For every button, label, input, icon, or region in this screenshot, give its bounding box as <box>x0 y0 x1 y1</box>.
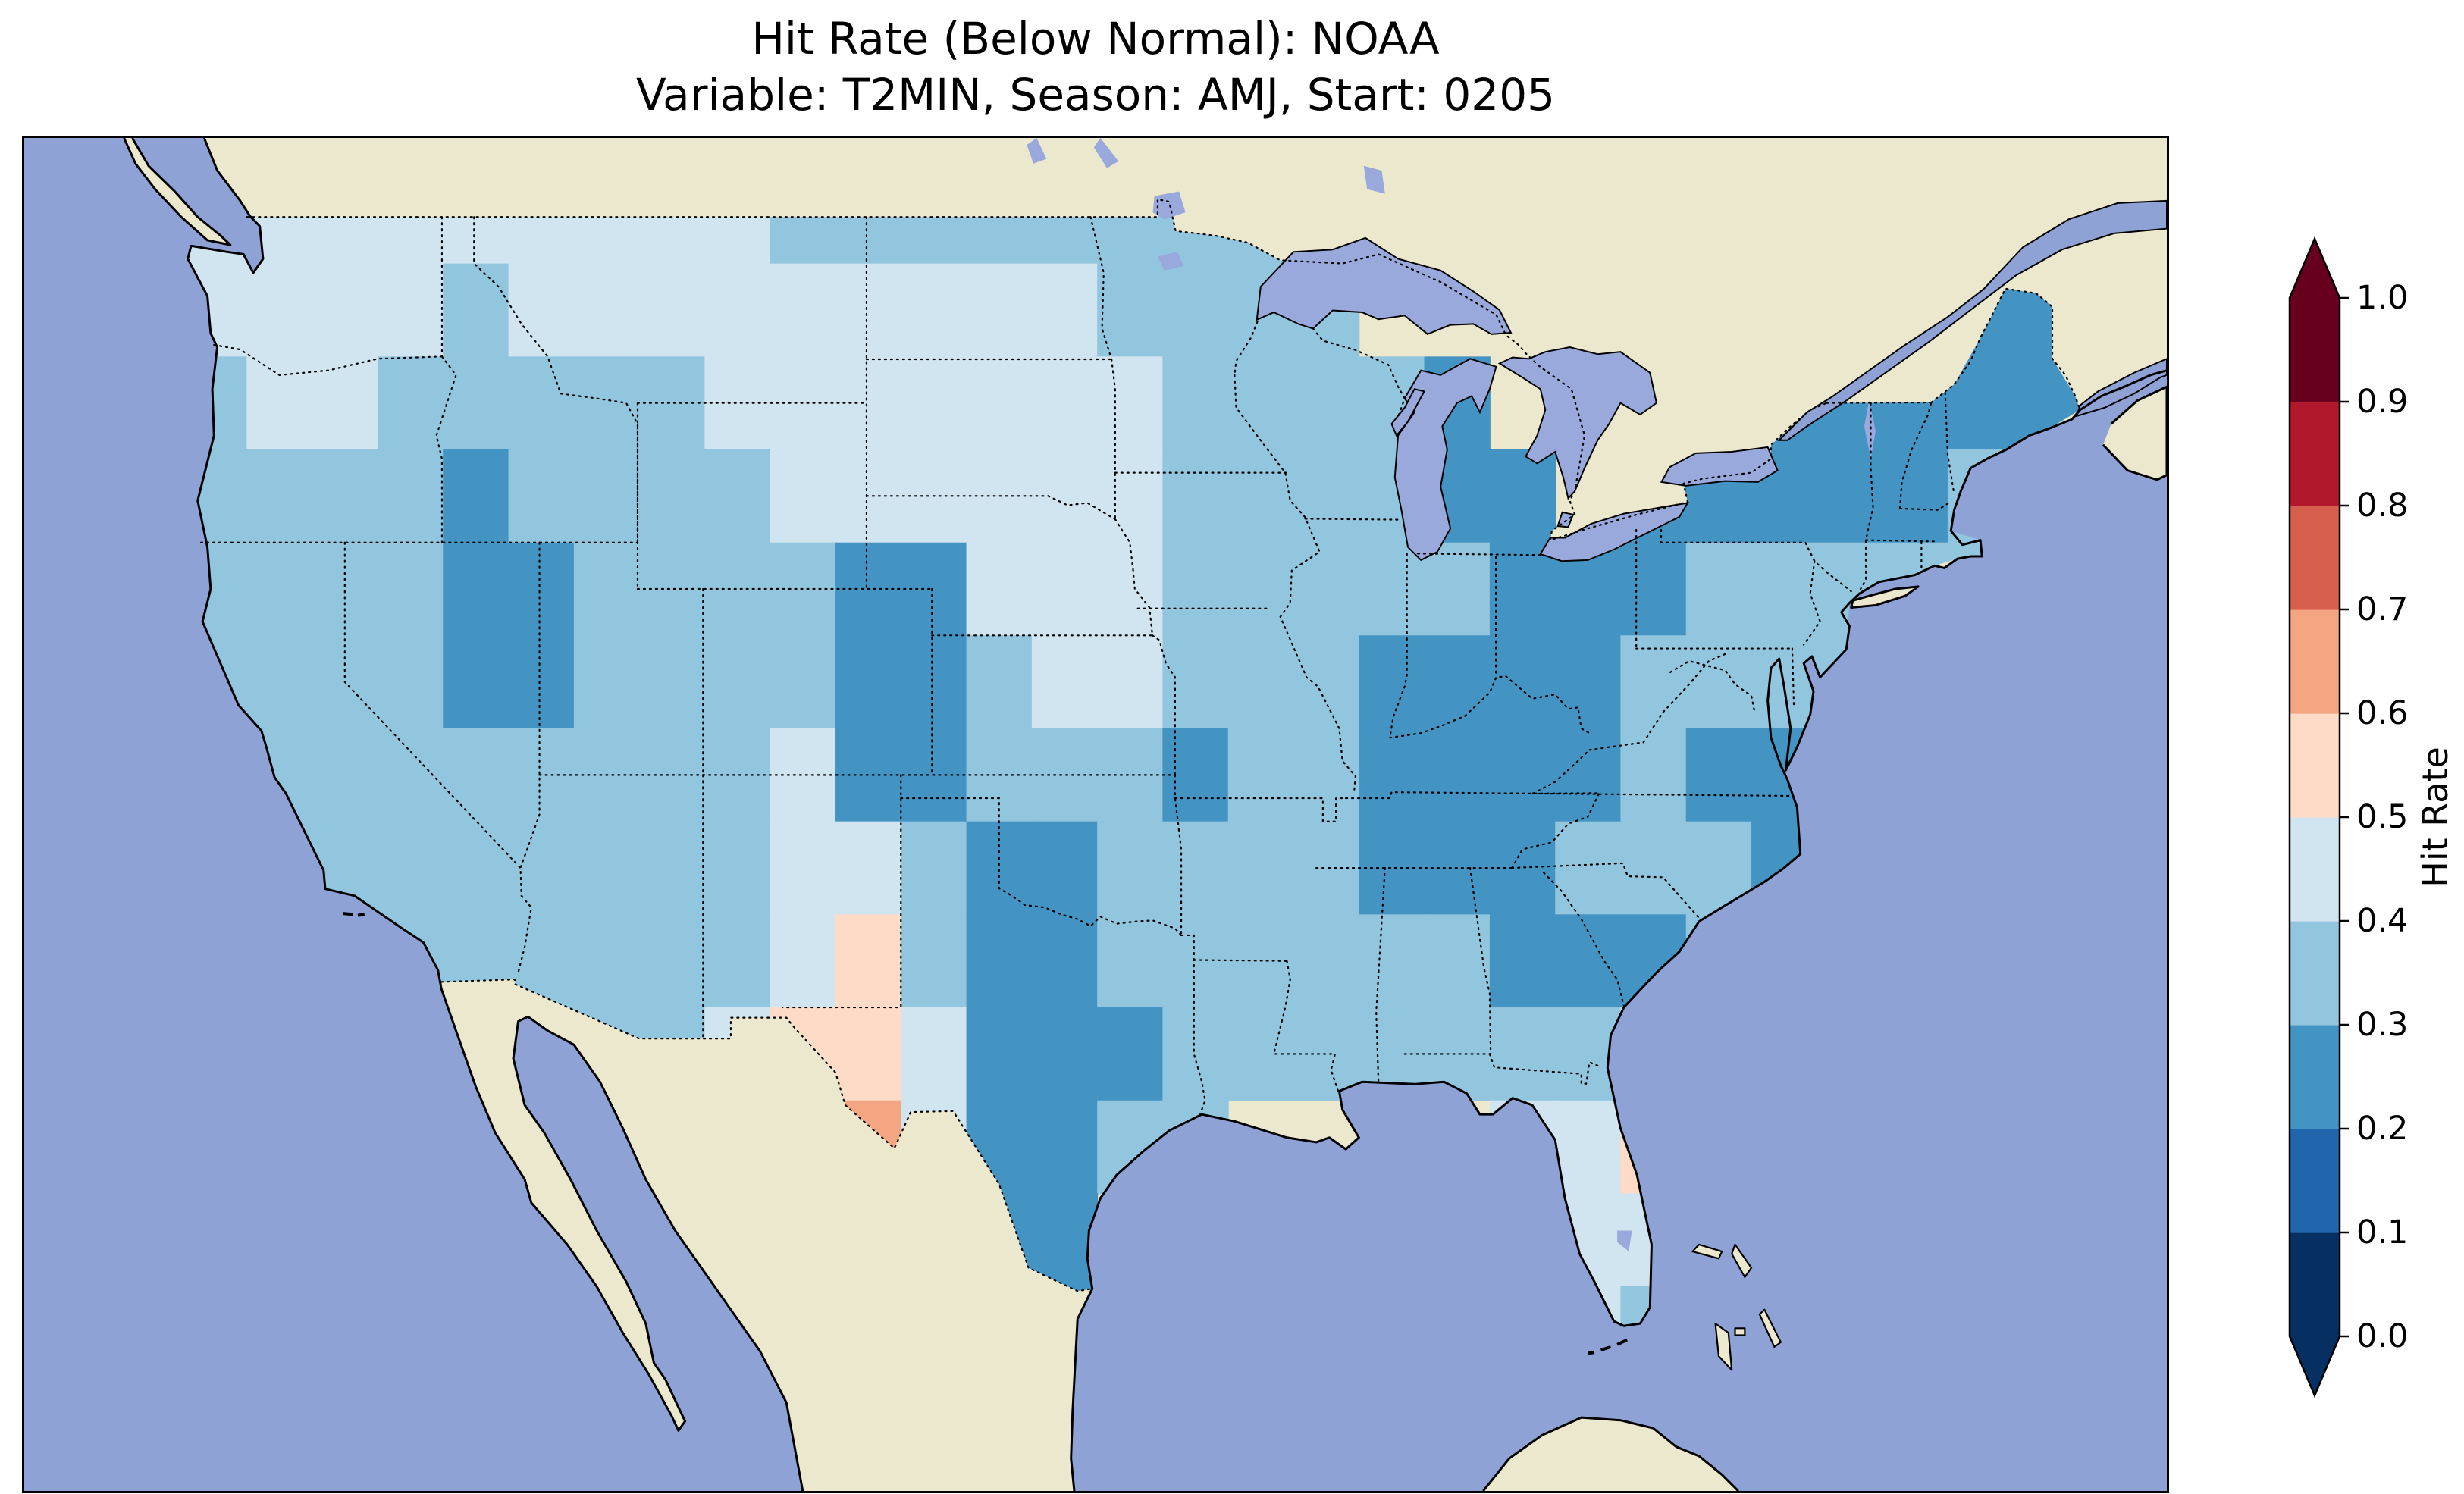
map-svg <box>24 138 2167 1491</box>
borders-group <box>199 198 2081 1292</box>
colorbar-tick-label: 0.3 <box>2356 1006 2408 1044</box>
colorbar: 1.0 0.9 0.8 0.7 0.6 0.5 0.4 0.3 0.2 0.1 0.0 Hit Rat… <box>2278 230 2464 1442</box>
colorbar-under-arrow <box>2290 1336 2340 1395</box>
colorbar-tick-label: 0.9 <box>2356 383 2408 421</box>
plot-title-line2: Variable: T2MIN, Season: AMJ, Start: 020… <box>636 69 1555 121</box>
colorbar-axis-label: Hit Rate <box>2415 747 2456 888</box>
colorbar-tick-label: 0.8 <box>2356 487 2408 525</box>
colorbar-tick-label: 0.2 <box>2356 1110 2408 1148</box>
colorbar-svg: 1.0 0.9 0.8 0.7 0.6 0.5 0.4 0.3 0.2 0.1 0.0 Hit Rat… <box>2288 236 2456 1398</box>
colorbar-tick-label: 0.7 <box>2356 590 2408 628</box>
colorbar-over-arrow <box>2290 239 2340 298</box>
lakes-group <box>1027 138 1876 1252</box>
colorbar-tick-label: 0.6 <box>2356 694 2408 732</box>
plot-title: Hit Rate (Below Normal): NOAA Variable: … <box>22 11 2169 123</box>
colorbar-tick-label: 0.0 <box>2356 1317 2408 1355</box>
colorbar-tick-label: 0.1 <box>2356 1214 2408 1251</box>
coastline-group <box>123 138 2167 1491</box>
st-lawrence-river <box>1777 199 2167 441</box>
colorbar-tick-label: 0.4 <box>2356 902 2408 940</box>
map-axes <box>22 136 2169 1493</box>
colorbar-tick-label: 0.5 <box>2356 798 2408 836</box>
plot-title-line1: Hit Rate (Below Normal): NOAA <box>751 13 1440 64</box>
colorbar-tick-label: 1.0 <box>2356 279 2408 317</box>
